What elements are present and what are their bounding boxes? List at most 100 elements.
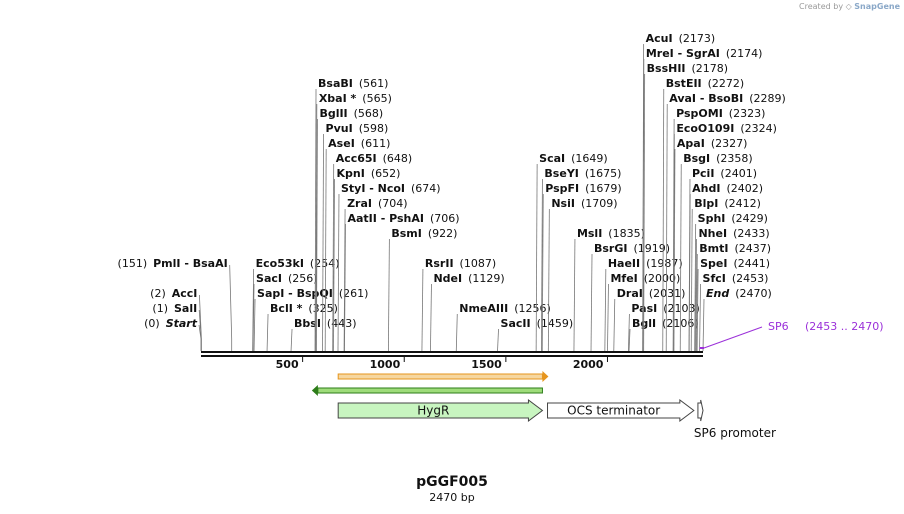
- site-line-acci: [199, 294, 202, 351]
- site-position-bsrgi: (1919): [633, 242, 670, 255]
- site-line-saci: [252, 283, 255, 352]
- site-line-msli: [573, 238, 576, 352]
- site-position-kpni: (652): [371, 167, 401, 180]
- site-name-bcli: BclI *: [270, 302, 303, 315]
- site-position-pvui: (598): [359, 122, 389, 135]
- site-position-mrei-sgrai: (2174): [726, 47, 763, 60]
- site-line-drai: [613, 298, 616, 352]
- site-line-ecoo109i: [672, 133, 675, 352]
- site-position-xbai: (565): [362, 92, 392, 105]
- site-name-sphi: SphI: [698, 212, 726, 225]
- site-position-sfci: (2453): [732, 272, 769, 285]
- site-line-bglii: [316, 118, 318, 352]
- site-name-bseyi: BseYI: [544, 167, 578, 180]
- site-name-bsshii: BssHII: [647, 62, 686, 75]
- site-line-pmli-bsaai: [229, 264, 233, 351]
- primer-sp6-range: (2453 .. 2470): [805, 320, 884, 333]
- site-position-end: (2470): [735, 287, 772, 300]
- site-line-sacii: [497, 328, 499, 352]
- site-name-apai: ApaI: [677, 137, 705, 150]
- site-position-sapi-bspqi: (261): [339, 287, 369, 300]
- site-name-pasi: PasI: [631, 302, 657, 315]
- site-line-acc65i: [332, 163, 335, 352]
- site-name-acci: AccI: [172, 287, 198, 300]
- site-name-pcii: PciI: [692, 167, 714, 180]
- site-name-bsteii: BstEII: [666, 77, 702, 90]
- tick-label-500: 500: [276, 358, 299, 371]
- site-position-zrai: (704): [378, 197, 408, 210]
- site-position-styi-ncoi: (674): [411, 182, 441, 195]
- site-position-sphi: (2429): [731, 212, 768, 225]
- site-name-nsii: NsiI: [551, 197, 575, 210]
- site-line-sfci: [699, 283, 701, 352]
- site-position-blpi: (2412): [724, 197, 761, 210]
- site-position-pspomi: (2323): [729, 107, 766, 120]
- feature-label-sp6-promoter: SP6 promoter: [694, 426, 776, 440]
- site-position-bsabi: (561): [359, 77, 389, 90]
- site-line-bsteii: [662, 88, 665, 352]
- site-position-bsmi: (922): [428, 227, 458, 240]
- site-line-nsii: [547, 208, 550, 352]
- site-name-spei: SpeI: [700, 257, 727, 270]
- site-name-aatii-pshai: AatII - PshAI: [347, 212, 423, 225]
- site-position-sacii: (1459): [537, 317, 574, 330]
- primer-sp6: SP6 (2453 .. 2470): [699, 320, 884, 349]
- green-translation-bar: [317, 387, 543, 394]
- site-name-nmeaiii: NmeAIII: [459, 302, 508, 315]
- site-name-avai-bsobi: AvaI - BsoBI: [669, 92, 743, 105]
- site-line-pvui: [322, 133, 324, 352]
- site-line-pspfi: [541, 193, 544, 352]
- site-name-xbai: XbaI *: [319, 92, 357, 105]
- site-position-rsrii: (1087): [460, 257, 497, 270]
- site-position-ahdi: (2402): [726, 182, 763, 195]
- site-line-spei: [696, 268, 699, 352]
- feature-label-hygr: HygR: [417, 404, 449, 418]
- site-position-bbsi: (443): [327, 317, 357, 330]
- site-position-sali: (1): [152, 302, 168, 315]
- site-position-eco53ki: (254): [310, 257, 340, 270]
- site-line-apai: [673, 148, 676, 352]
- site-name-pmli-bsaai: PmlI - BsaAI: [153, 257, 228, 270]
- site-position-acci: (2): [150, 287, 166, 300]
- backbone-strand-top: [201, 351, 703, 353]
- site-name-pvui: PvuI: [326, 122, 353, 135]
- site-line-mfei: [607, 283, 609, 352]
- site-position-nsii: (1709): [581, 197, 618, 210]
- site-position-haeii: (1987): [646, 257, 683, 270]
- primer-sp6-line: [703, 326, 763, 349]
- site-name-bbsi: BbsI: [294, 317, 321, 330]
- site-line-kpni: [333, 178, 335, 352]
- site-name-acc65i: Acc65I: [336, 152, 377, 165]
- site-line-ahdi: [688, 193, 691, 352]
- site-line-bbsi: [290, 328, 293, 352]
- site-line-nhei: [695, 238, 697, 352]
- site-line-bcli: [266, 313, 269, 352]
- site-position-aatii-pshai: (706): [430, 212, 460, 225]
- site-name-msli: MslI: [577, 227, 602, 240]
- site-position-bsgi: (2358): [716, 152, 753, 165]
- site-name-asei: AseI: [328, 137, 355, 150]
- site-position-acc65i: (648): [383, 152, 413, 165]
- site-name-pspomi: PspOMI: [676, 107, 723, 120]
- site-line-sphi: [694, 223, 697, 352]
- site-line-nmeaiii: [455, 313, 458, 352]
- site-position-ecoo109i: (2324): [740, 122, 777, 135]
- site-name-bsrgi: BsrGI: [594, 242, 627, 255]
- site-line-styi-ncoi: [337, 193, 340, 352]
- site-line-bgli: [628, 328, 631, 352]
- tick-label-2000: 2000: [573, 358, 604, 371]
- site-name-kpni: KpnI: [337, 167, 365, 180]
- plasmid-size: 2470 bp: [429, 491, 475, 504]
- site-position-bsshii: (2178): [692, 62, 729, 75]
- features: HygR OCS terminator SP6 promoter: [337, 399, 776, 440]
- site-name-bsgi: BsgI: [683, 152, 710, 165]
- site-position-scai: (1649): [571, 152, 608, 165]
- feature-arrow-sp6-promoter: [697, 399, 704, 422]
- site-name-sapi-bspqi: SapI - BspQI: [257, 287, 333, 300]
- site-line-bsrgi: [590, 253, 593, 352]
- site-line-rsrii: [421, 268, 424, 352]
- site-line-bsshii: [643, 73, 646, 352]
- site-line-eco53ki: [252, 268, 255, 352]
- site-position-saci: (256): [288, 272, 318, 285]
